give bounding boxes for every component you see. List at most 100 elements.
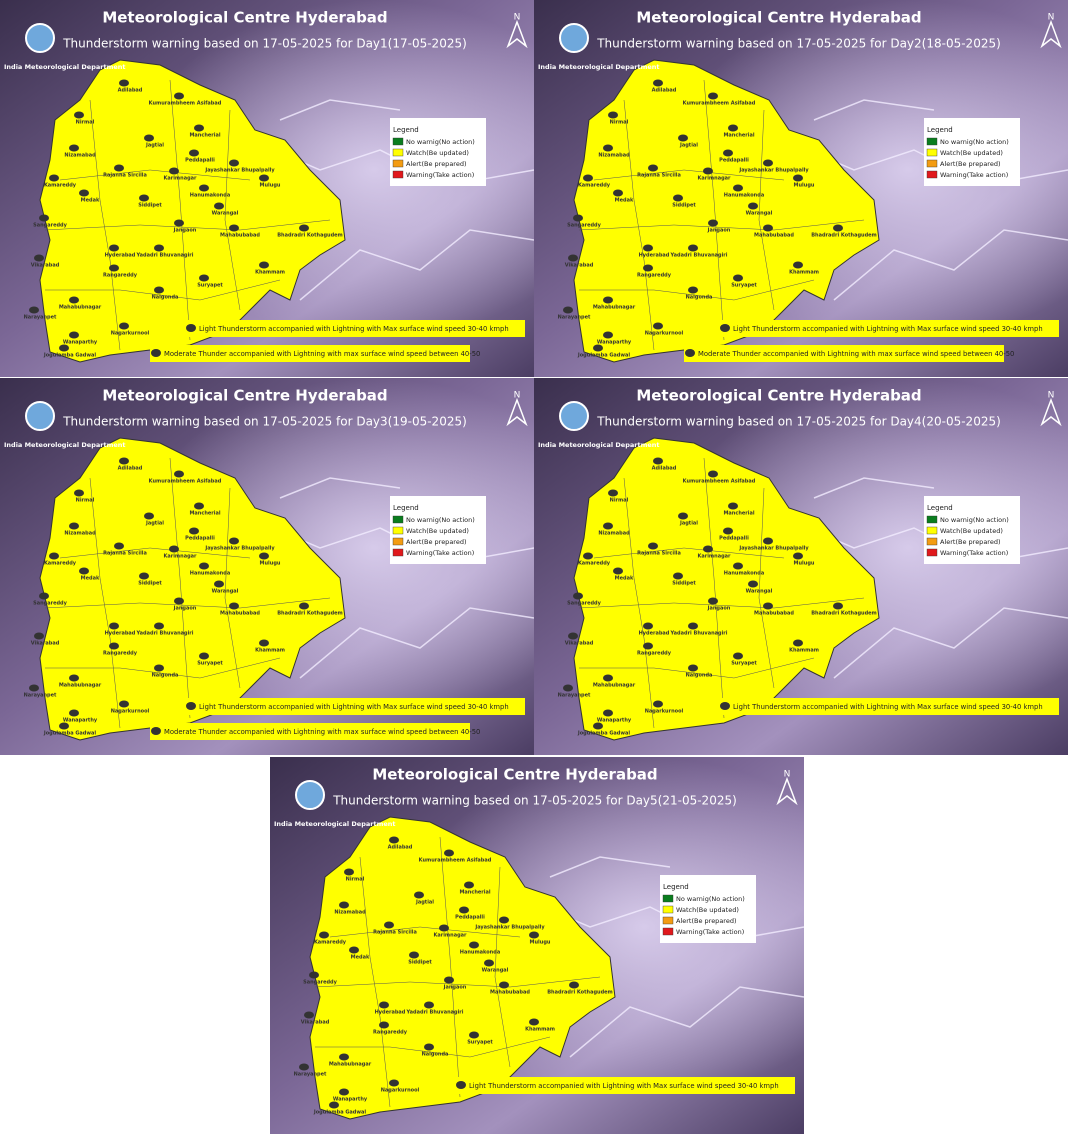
imd-logo [26,402,54,430]
storm-icon [414,892,424,899]
legend-label: No warnig(No action) [406,516,475,524]
storm-icon [678,513,688,520]
storm-icon [688,245,698,252]
district-label: Hanumakonda [724,193,764,199]
district-label: Siddipet [138,581,162,587]
district-label: Suryapet [731,661,757,667]
org-name: India Meteorological Department [4,441,125,449]
storm-icon [444,977,454,984]
district-label: Karimnagar [164,176,198,182]
district-label: Mulugu [530,940,551,946]
storm-icon [299,1064,309,1071]
storm-icon [678,135,688,142]
district-label: Vikarabad [31,641,60,647]
storm-icon [186,324,196,332]
district-label: Mahabubnagar [329,1062,372,1068]
storm-icon [708,598,718,605]
storm-icon [389,837,399,844]
imd-logo [560,402,588,430]
storm-icon [229,603,239,610]
district-label: Medak [81,198,100,204]
panel-title: Meteorological Centre Hyderabad [636,9,921,27]
district-label: Adilabad [388,845,413,851]
storm-icon [304,1012,314,1019]
district-label: Kamareddy [314,940,347,946]
panel-title: Meteorological Centre Hyderabad [636,387,921,405]
district-label: Jogulamba Gadwal [577,731,630,737]
district-label: Jayashankar Bhupalpally [204,546,275,552]
storm-icon [424,1002,434,1009]
storm-icon [603,710,613,717]
district-label: Bhadradri Kothagudem [811,611,877,617]
storm-icon [154,665,164,672]
storm-icon [833,603,843,610]
storm-icon [329,1102,339,1109]
storm-icon [199,653,209,660]
storm-icon [339,902,349,909]
legend-swatch [663,928,673,935]
district-label: Karimnagar [164,554,198,560]
district-label: Jagtial [415,900,434,906]
district-label: Hanumakonda [460,950,500,956]
district-label: Karimnagar [434,933,468,939]
storm-icon [169,546,179,553]
district-label: Wanaparthy [333,1097,368,1103]
storm-icon [723,528,733,535]
storm-icon [109,245,119,252]
district-label: Kumurambheem Asifabad [683,101,756,107]
legend-swatch [393,549,403,556]
district-label: Narayanpet [558,693,591,699]
legend-label: Alert(Be prepared) [406,538,467,546]
storm-icon [29,307,39,314]
storm-icon [69,332,79,339]
storm-icon [259,553,269,560]
storm-icon [673,195,683,202]
storm-icon [793,553,803,560]
storm-icon [389,1080,399,1087]
district-label: Rajanna Sircilla [637,173,681,179]
storm-icon [424,1044,434,1051]
storm-icon [568,255,578,262]
storm-icon [174,471,184,478]
district-label: Adilabad [118,88,143,94]
district-label: Warangal [212,211,239,217]
storm-icon [648,543,658,550]
storm-icon [154,245,164,252]
legend-swatch [393,160,403,167]
district-label: Jayashankar Bhupalpally [738,168,809,174]
legend-label: Warning(Take action) [940,549,1008,557]
storm-icon [39,593,49,600]
district-label: Jangaon [443,985,467,991]
storm-icon [464,882,474,889]
legend-label: Watch(Be updated) [940,149,1003,157]
legend-label: Warning(Take action) [406,171,474,179]
storm-icon [529,932,539,939]
district-label: Peddapalli [719,536,749,542]
district-label: Yadadri Bhuvanagiri [670,631,728,637]
district-label: Peddapalli [455,915,485,921]
district-label: Peddapalli [185,536,215,542]
district-label: Kamareddy [44,561,77,567]
district-label: Kumurambheem Asifabad [149,479,222,485]
panel-subtitle: Thunderstorm warning based on 17-05-2025… [596,37,1001,51]
district-label: Warangal [746,211,773,217]
legend-label: No warnig(No action) [676,895,745,903]
district-label: Hanumakonda [190,571,230,577]
storm-icon [653,701,663,708]
district-label: Kamareddy [578,183,611,189]
storm-icon [49,175,59,182]
district-label: Yadadri Bhuvanagiri [136,631,194,637]
storm-icon [174,598,184,605]
district-label: Warangal [482,968,509,974]
storm-icon [728,503,738,510]
storm-icon [499,982,509,989]
storm-icon [603,523,613,530]
district-label: Suryapet [731,283,757,289]
legend-label: Warning(Take action) [940,171,1008,179]
district-label: Adilabad [652,88,677,94]
district-label: Nizamabad [64,153,96,159]
legend-swatch [393,527,403,534]
district-label: Yadadri Bhuvanagiri [406,1010,464,1016]
storm-icon [139,573,149,580]
storm-icon [833,225,843,232]
